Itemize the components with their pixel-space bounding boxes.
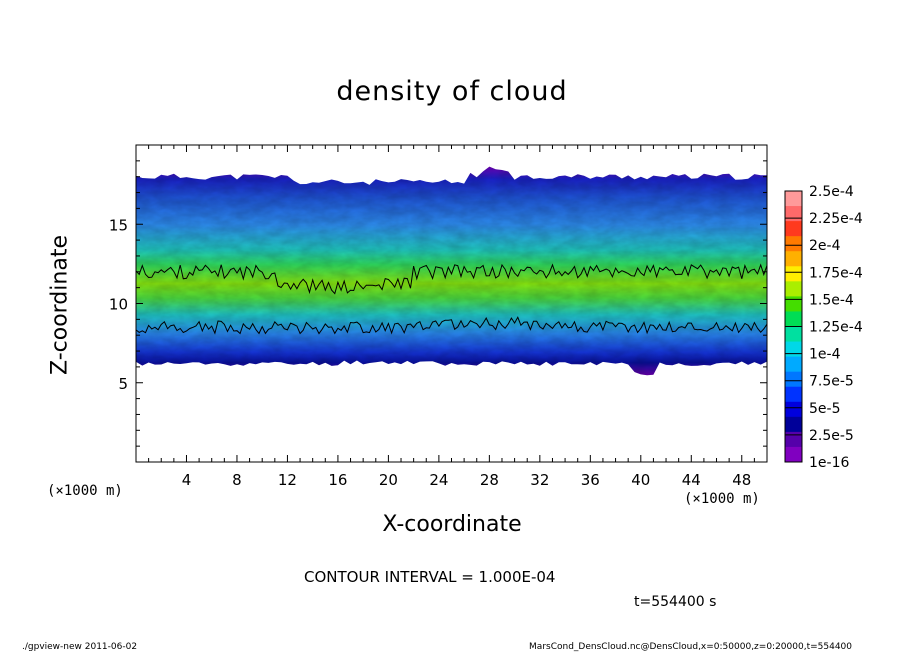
y-axis-label: Z-coordinate <box>47 235 73 375</box>
contour-line-upper <box>136 263 767 295</box>
colorbar-swatch <box>785 221 802 237</box>
x-tick-label: 12 <box>278 471 297 489</box>
x-tick-label: 44 <box>682 471 701 489</box>
chart-title: density of cloud <box>336 76 568 107</box>
colorbar: 2.5e-4 2.25e-4 2e-4 1.75e-4 1.5e-4 1.25e-4 1e-… <box>784 184 863 471</box>
colorbar-swatch <box>785 386 802 403</box>
colorbar-label: 1.5e-4 <box>809 292 854 308</box>
colorbar-swatch <box>785 401 802 418</box>
y-axis: 5 10 15 <box>109 160 767 447</box>
colorbar-swatch <box>785 356 802 373</box>
colorbar-swatch <box>785 326 802 343</box>
colorbar-label: 1.25e-4 <box>809 320 863 336</box>
colorbar-label: 1e-4 <box>809 347 841 363</box>
x-tick-label: 4 <box>182 471 192 489</box>
colorbar-label: 2.5e-4 <box>809 184 854 200</box>
colorbar-swatch <box>785 311 802 327</box>
colorbar-swatch <box>785 191 802 207</box>
y-tick-label: 15 <box>109 216 128 234</box>
y-tick-label: 5 <box>118 375 128 393</box>
x-axis: 4 8 12 16 20 24 28 32 36 40 44 48 <box>148 145 755 489</box>
colorbar-swatch <box>785 296 802 312</box>
colorbar-label: 7.5e-5 <box>809 374 854 390</box>
colorbar-swatch <box>785 371 802 388</box>
colorbar-swatch <box>785 266 802 282</box>
colorbar-label: 2.5e-5 <box>809 428 854 444</box>
x-tick-label: 24 <box>429 471 448 489</box>
cloud-texture <box>136 166 767 376</box>
colorbar-label: 1e-16 <box>809 455 849 471</box>
footer-left: ./gpview-new 2011-06-02 <box>22 642 138 652</box>
y-axis-unit: (×1000 m) <box>47 483 123 499</box>
time-label: t=554400 s <box>634 594 717 610</box>
colorbar-label: 2e-4 <box>809 238 841 254</box>
x-tick-label: 40 <box>631 471 650 489</box>
colorbar-swatch <box>785 416 802 433</box>
colorbar-swatch <box>785 446 802 463</box>
colorbar-swatch <box>785 251 802 267</box>
colorbar-swatch <box>785 236 802 252</box>
contour-interval-text: CONTOUR INTERVAL = 1.000E-04 <box>304 568 556 586</box>
colorbar-label: 5e-5 <box>809 401 840 417</box>
colorbar-label: 2.25e-4 <box>809 211 863 227</box>
colorbar-label: 1.75e-4 <box>809 265 863 281</box>
contour-line-lower <box>136 316 767 335</box>
x-tick-label: 28 <box>480 471 499 489</box>
x-tick-label: 36 <box>581 471 600 489</box>
x-axis-unit: (×1000 m) <box>684 491 760 507</box>
footer-right: MarsCond_DensCloud.nc@DensCloud,x=0:5000… <box>529 642 852 652</box>
x-tick-label: 20 <box>379 471 398 489</box>
x-tick-label: 8 <box>232 471 242 489</box>
colorbar-swatch <box>785 341 802 358</box>
x-axis-label: X-coordinate <box>382 512 522 537</box>
x-tick-label: 32 <box>530 471 549 489</box>
colorbar-swatch <box>785 431 802 448</box>
colorbar-swatch <box>785 281 802 297</box>
x-tick-label: 48 <box>732 471 751 489</box>
x-tick-label: 16 <box>328 471 347 489</box>
y-tick-label: 10 <box>109 296 128 314</box>
colorbar-swatch <box>785 206 802 222</box>
